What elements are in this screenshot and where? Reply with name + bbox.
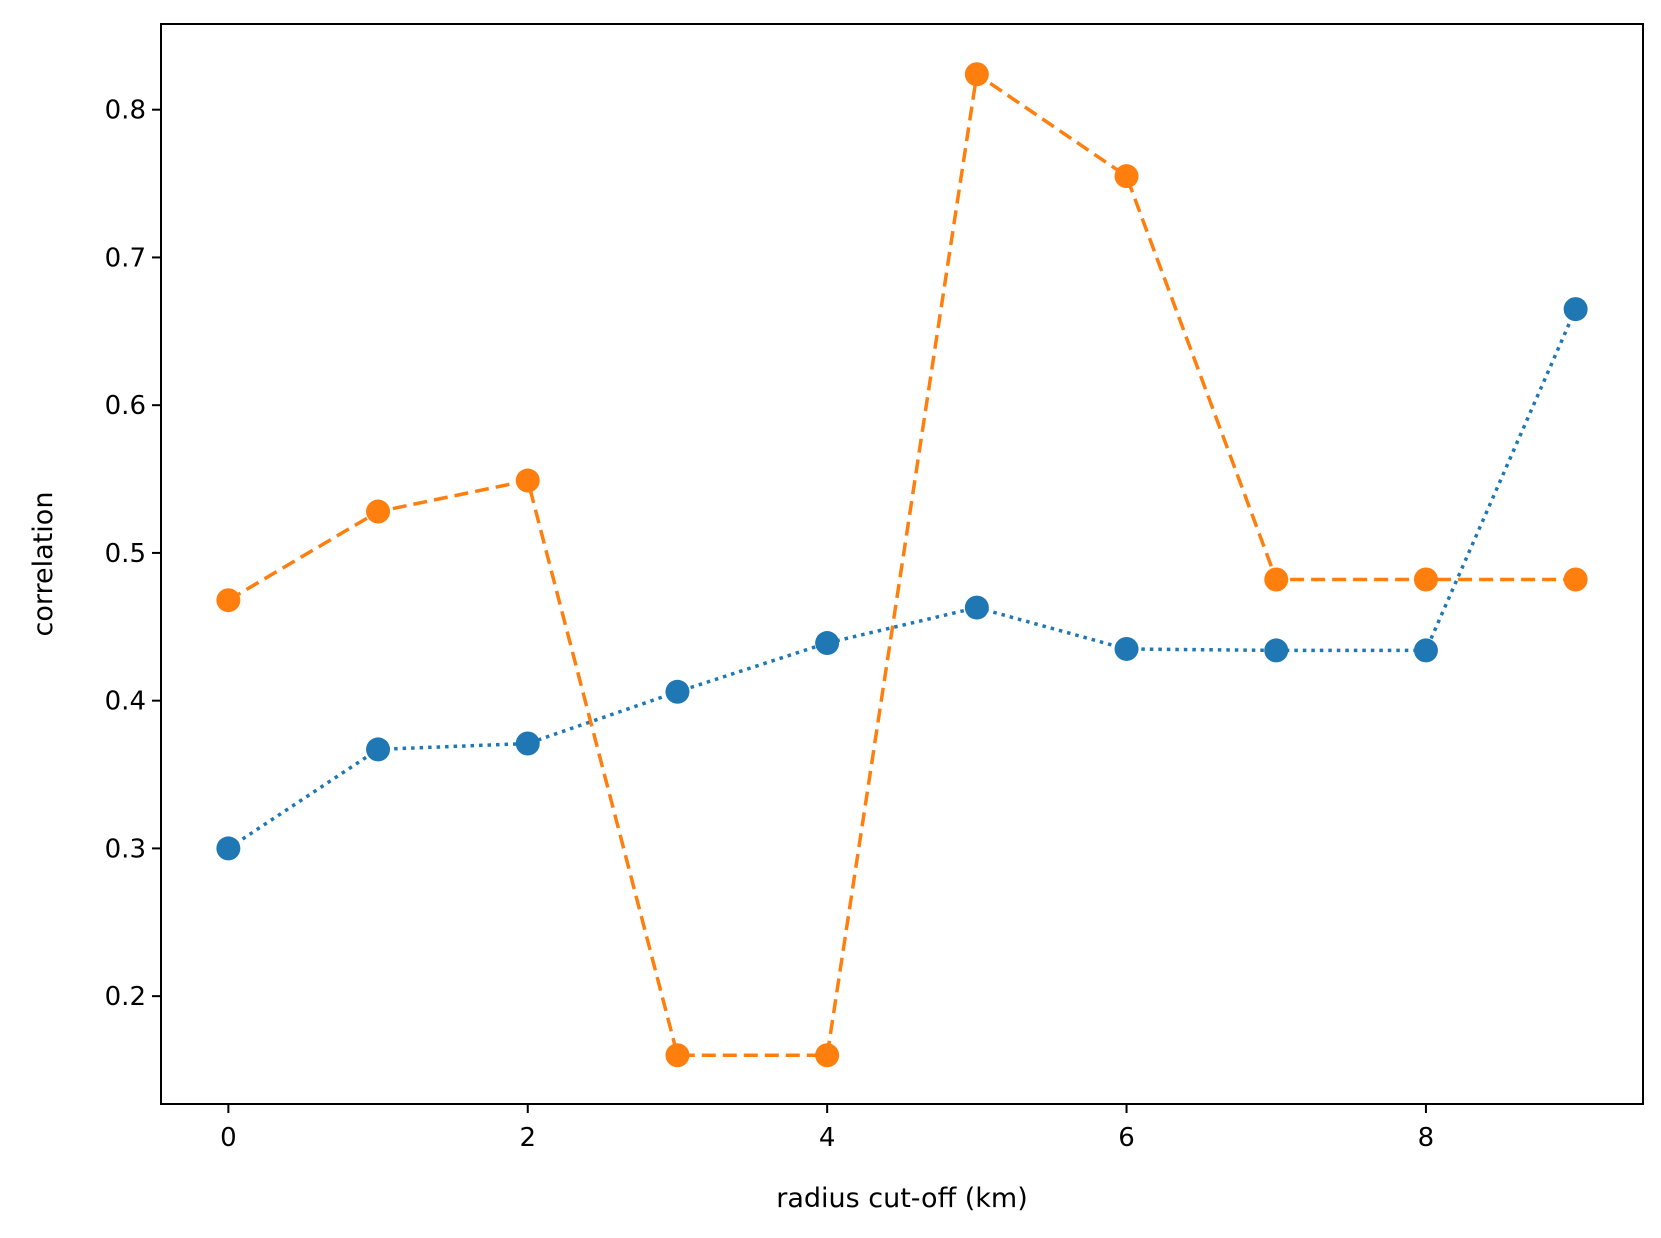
- series-1-point: [1114, 636, 1139, 661]
- series-2-point: [515, 468, 540, 493]
- series-1-point: [815, 631, 840, 656]
- series-2-point: [964, 62, 989, 87]
- y-axis-label: correlation: [28, 492, 59, 637]
- series-1-point: [216, 836, 241, 861]
- series-2-point: [1264, 567, 1289, 592]
- series-1-point: [665, 679, 690, 704]
- series-1-point: [1264, 638, 1289, 663]
- series-2-line: [227, 71, 1576, 1057]
- series-2-point: [366, 499, 391, 524]
- series-1-point: [964, 595, 989, 620]
- y-tick-label: 0.4: [105, 687, 146, 717]
- series-2-point: [665, 1043, 690, 1068]
- x-tick-label: 8: [1418, 1123, 1435, 1153]
- series-layer: [216, 62, 1588, 1068]
- x-tick-label: 6: [1118, 1123, 1135, 1153]
- series-2-point: [1413, 567, 1438, 592]
- x-axis-label: radius cut-off (km): [776, 1183, 1028, 1214]
- plot-frame: [160, 23, 1644, 1105]
- x-tick-label: 0: [220, 1123, 237, 1153]
- series-1-point: [366, 737, 391, 762]
- series-2-point: [216, 588, 241, 613]
- y-tick-label: 0.7: [105, 243, 146, 273]
- y-tick-label: 0.6: [105, 391, 146, 421]
- y-tick-label: 0.3: [105, 834, 146, 864]
- x-tick-label: 4: [819, 1123, 836, 1153]
- series-1-point: [1563, 297, 1588, 322]
- series-1-point: [1413, 638, 1438, 663]
- y-tick-label: 0.2: [105, 982, 146, 1012]
- y-axis: 0.2 0.3 0.4 0.5 0.6 0.7 0.8: [105, 96, 161, 1012]
- series-2-point: [1563, 567, 1588, 592]
- series-1-point: [515, 731, 540, 756]
- series-2-point: [1114, 164, 1139, 189]
- x-tick-label: 2: [519, 1123, 536, 1153]
- y-tick-label: 0.8: [105, 96, 146, 126]
- series-2: [216, 62, 1588, 1068]
- series-2-point: [815, 1043, 840, 1068]
- series-1: [216, 297, 1588, 861]
- x-axis: 0 2 4 6 8: [220, 1104, 1434, 1153]
- y-tick-label: 0.5: [105, 539, 146, 569]
